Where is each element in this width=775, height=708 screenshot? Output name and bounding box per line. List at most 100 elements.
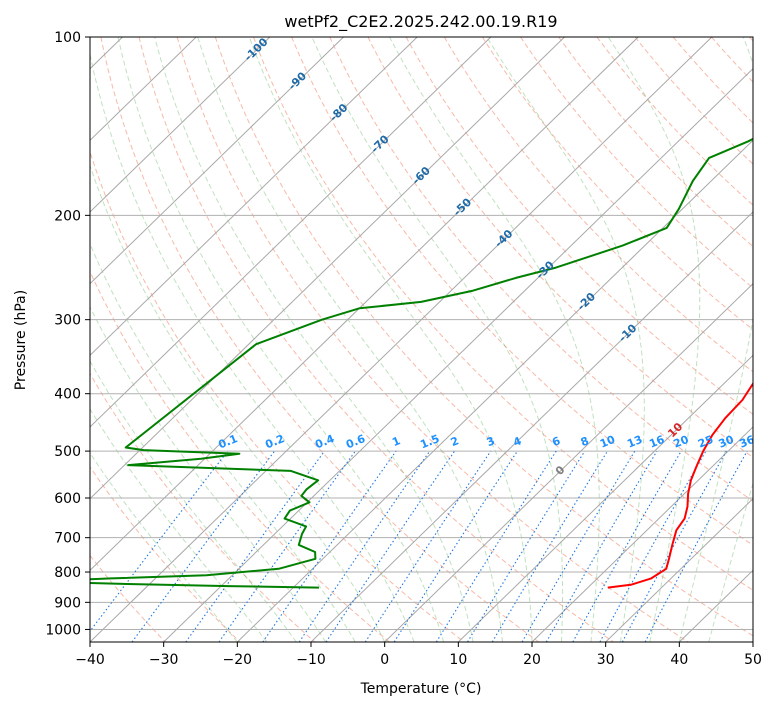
dry-adiabat bbox=[558, 37, 753, 248]
moist-adiabat bbox=[389, 37, 600, 642]
dry-adiabat bbox=[90, 270, 390, 642]
dry-adiabat bbox=[291, 37, 753, 546]
isotherm bbox=[163, 67, 753, 642]
y-tick-label: 100 bbox=[54, 30, 81, 46]
moist-adiabat bbox=[197, 37, 503, 642]
mixing-ratio-line bbox=[393, 450, 518, 642]
isotherm bbox=[90, 37, 418, 357]
x-tick-label: 20 bbox=[523, 652, 541, 668]
isotherm bbox=[236, 139, 753, 642]
moist-adiabat bbox=[607, 37, 701, 642]
y-tick-label: 500 bbox=[54, 444, 81, 460]
mixing-ratio-line bbox=[644, 450, 748, 642]
mixing-ratio-label: 36 bbox=[737, 433, 756, 451]
y-tick-label: 1000 bbox=[45, 622, 81, 638]
y-tick-label: 800 bbox=[54, 565, 81, 581]
mixing-ratio-label: 1 bbox=[390, 434, 402, 449]
x-axis-ticks: −40 −30 −20 −10 0 10 20 30 40 50 bbox=[75, 642, 762, 668]
dry-adiabat bbox=[138, 37, 614, 642]
moist-adiabat bbox=[90, 51, 415, 642]
y-tick-label: 300 bbox=[54, 313, 81, 329]
mixing-ratio-label: 2 bbox=[449, 434, 461, 449]
mixing-ratio-label: 25 bbox=[696, 433, 715, 451]
moist-adiabat bbox=[117, 37, 445, 642]
y-tick-label: 600 bbox=[54, 491, 81, 507]
mixing-ratio-lines bbox=[90, 450, 748, 642]
x-tick-label: −10 bbox=[296, 652, 326, 668]
y-tick-label: 700 bbox=[54, 531, 81, 547]
moist-adiabat bbox=[90, 360, 297, 642]
dry-adiabat bbox=[367, 37, 753, 459]
x-tick-label: −20 bbox=[223, 652, 253, 668]
mixing-ratio-label: 13 bbox=[625, 433, 644, 451]
isotherm bbox=[384, 282, 753, 642]
y-axis-ticks: 100 200 300 400 500 600 700 800 900 1000 bbox=[45, 30, 90, 638]
moist-adiabat bbox=[90, 242, 356, 642]
dry-adiabat bbox=[100, 37, 540, 642]
isotherm bbox=[457, 354, 753, 642]
x-tick-label: 10 bbox=[449, 652, 467, 668]
mixing-ratio-line bbox=[218, 450, 356, 642]
mixing-ratio-line bbox=[491, 450, 608, 642]
moist-adiabat bbox=[248, 37, 533, 642]
plot-frame bbox=[89, 36, 754, 643]
isotherm bbox=[90, 37, 492, 428]
moist-adiabat bbox=[154, 37, 474, 642]
isotherm bbox=[90, 37, 271, 213]
moist-adiabat bbox=[90, 163, 386, 642]
mixing-ratio-line bbox=[298, 450, 431, 642]
mixing-ratio-label: 20 bbox=[672, 433, 691, 451]
y-tick-label: 200 bbox=[54, 208, 81, 224]
mixing-ratio-line bbox=[467, 450, 586, 642]
chart-title: wetPf2_C2E2.2025.242.00.19.R19 bbox=[284, 12, 557, 32]
y-tick-label: 900 bbox=[54, 595, 81, 611]
x-tick-label: 50 bbox=[744, 652, 762, 668]
isotherm bbox=[90, 37, 713, 642]
dewpoint-line bbox=[90, 137, 753, 589]
isotherm bbox=[310, 211, 753, 642]
mixing-ratio-label: 3 bbox=[485, 434, 497, 449]
isotherm bbox=[90, 37, 197, 142]
x-axis-label: Temperature (°C) bbox=[360, 681, 482, 697]
mixing-ratio-label: 30 bbox=[717, 433, 736, 451]
x-tick-label: 0 bbox=[380, 652, 389, 668]
isotherm bbox=[531, 426, 753, 642]
isotherm bbox=[90, 37, 344, 285]
mixing-ratio-label: 16 bbox=[647, 433, 666, 451]
mixing-ratio-line bbox=[185, 450, 326, 642]
profile-lines bbox=[90, 137, 753, 589]
dry-adiabat bbox=[176, 37, 689, 642]
y-axis-label: Pressure (hPa) bbox=[13, 290, 29, 390]
dry-adiabat bbox=[90, 372, 316, 642]
y-tick-label: 400 bbox=[54, 387, 81, 403]
mixing-ratio-line bbox=[325, 450, 456, 642]
dry-adiabat bbox=[90, 466, 241, 642]
mixing-ratio-line bbox=[364, 450, 492, 642]
x-tick-label: 40 bbox=[670, 652, 688, 668]
moist-adiabat bbox=[90, 305, 327, 642]
isotherms bbox=[90, 37, 753, 642]
mixing-ratio-line bbox=[572, 450, 682, 642]
mixing-ratio-line bbox=[90, 450, 229, 633]
moist-adiabat bbox=[678, 37, 753, 642]
isotherm bbox=[90, 37, 565, 500]
mixing-ratio-line bbox=[262, 450, 397, 642]
dry-adiabat bbox=[253, 37, 753, 591]
isotherm bbox=[605, 497, 753, 642]
dry-adiabat bbox=[634, 37, 753, 165]
temperature-line bbox=[607, 381, 753, 589]
dry-adiabat bbox=[481, 37, 753, 331]
x-tick-label: 30 bbox=[597, 652, 615, 668]
mixing-ratio-label: 10 bbox=[598, 433, 617, 451]
mixing-ratio-line bbox=[621, 450, 727, 642]
mixing-ratio-label: 8 bbox=[579, 434, 591, 449]
x-tick-label: −40 bbox=[75, 652, 105, 668]
dry-adiabat bbox=[443, 37, 753, 373]
moist-adiabats bbox=[90, 37, 753, 642]
moist-adiabat bbox=[486, 37, 645, 642]
dry-adiabat bbox=[329, 37, 753, 502]
dry-adiabat bbox=[214, 37, 753, 637]
dry-adiabats bbox=[90, 37, 753, 642]
